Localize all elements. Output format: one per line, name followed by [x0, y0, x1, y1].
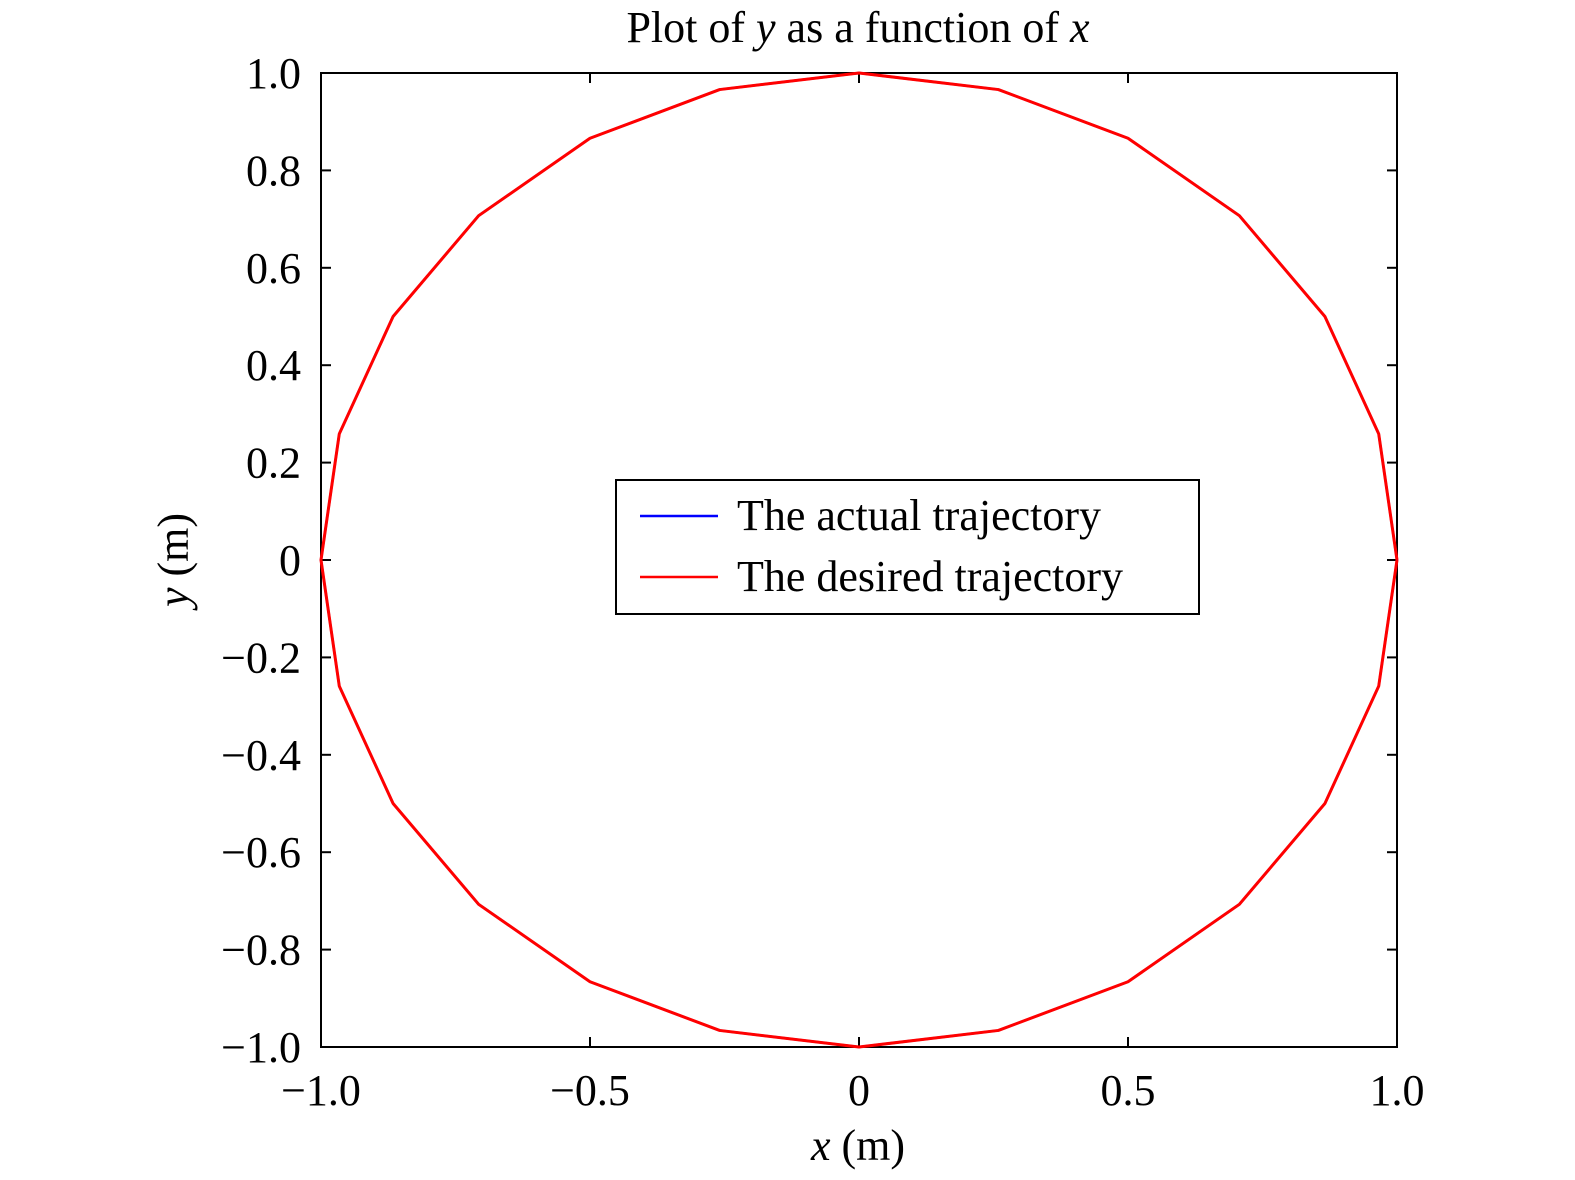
series-desired-trajectory — [319, 71, 1399, 1049]
legend-label-desired: The desired trajectory — [737, 552, 1123, 601]
y-tick-label: −0.2 — [221, 633, 301, 682]
x-tick-label: −0.5 — [550, 1066, 630, 1115]
legend-box — [615, 479, 1200, 615]
x-tick-label: 1.0 — [1370, 1066, 1425, 1115]
x-axis-title-var: x — [810, 1121, 831, 1170]
y-tick-label: −1.0 — [221, 1023, 301, 1072]
chart-title: Plot of y as a function of x — [626, 3, 1090, 52]
y-tick-label: 1.0 — [246, 49, 301, 98]
y-axis-title: y (m) — [149, 513, 198, 611]
chart-title-middle: as a function of — [776, 3, 1070, 52]
y-axis-title-unit: (m) — [149, 513, 198, 588]
legend-label-actual: The actual trajectory — [737, 491, 1101, 540]
legend: The actual trajectory The desired trajec… — [615, 479, 1200, 615]
x-tick-label: 0 — [848, 1066, 870, 1115]
y-tick-label: 0 — [279, 536, 301, 585]
x-axis-title-unit: (m) — [831, 1121, 906, 1170]
y-tick-label: −0.4 — [221, 731, 301, 780]
chart-title-var1: y — [752, 3, 776, 52]
x-tick-label: −1.0 — [281, 1066, 361, 1115]
chart-title-prefix: Plot of — [626, 3, 756, 52]
y-tick-label: −0.6 — [221, 828, 301, 877]
chart-title-var2: x — [1069, 3, 1090, 52]
y-tick-label: 0.2 — [246, 439, 301, 488]
y-tick-label: 0.8 — [246, 146, 301, 195]
series-lines — [319, 71, 1399, 1049]
y-tick-label: 0.6 — [246, 244, 301, 293]
x-tick-label: 0.5 — [1101, 1066, 1156, 1115]
y-tick-label: 0.4 — [246, 341, 301, 390]
x-axis-title: x (m) — [810, 1121, 905, 1170]
x-axis-ticks: −1.0 −0.5 0 0.5 1.0 — [281, 73, 1425, 1115]
y-axis-title-var: y — [149, 587, 198, 611]
y-axis-ticks: −1.0 −0.8 −0.6 −0.4 −0.2 0 0.2 0.4 0.6 0.8 1.0 — [221, 49, 1397, 1072]
y-tick-label: −0.8 — [221, 926, 301, 975]
